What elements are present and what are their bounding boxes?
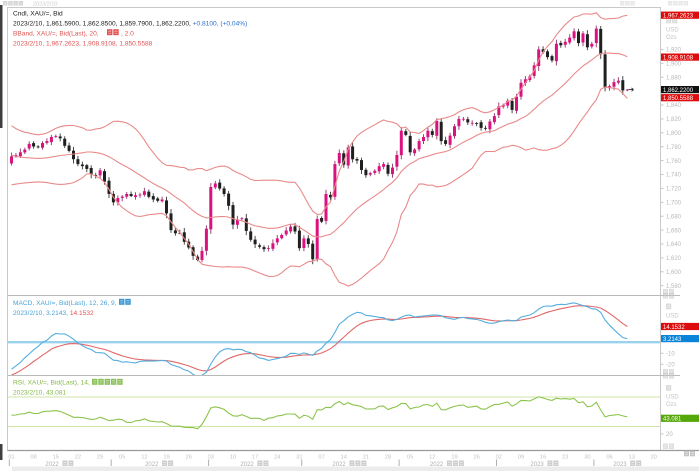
svg-text:1,880: 1,880 [666, 75, 682, 81]
svg-text:1,850.5588: 1,850.5588 [663, 96, 694, 102]
svg-text:2023/2/10: 2023/2/10 [33, 2, 57, 8]
svg-text:, 2.0: , 2.0 [121, 31, 134, 38]
svg-text:28: 28 [385, 455, 391, 461]
svg-text:01: 01 [8, 455, 14, 461]
svg-text:USD: USD [666, 314, 679, 320]
svg-text:10: 10 [230, 455, 236, 461]
svg-text:23: 23 [562, 455, 568, 461]
svg-text:2023: 2023 [613, 462, 627, 468]
svg-text:26: 26 [186, 455, 192, 461]
svg-text:07: 07 [318, 455, 324, 461]
svg-text:2023/2/10, 43.081: 2023/2/10, 43.081 [13, 390, 66, 397]
svg-text:2022: 2022 [45, 462, 59, 468]
svg-text:17: 17 [252, 455, 258, 461]
svg-text:03: 03 [208, 455, 214, 461]
svg-text:1,920: 1,920 [666, 48, 682, 54]
svg-text:-10: -10 [666, 352, 675, 358]
svg-text:Ozs: Ozs [666, 35, 677, 41]
svg-text:43.081: 43.081 [663, 417, 682, 423]
svg-text:12: 12 [429, 455, 435, 461]
svg-text:13: 13 [629, 455, 635, 461]
svg-text:2022: 2022 [145, 462, 159, 468]
svg-text:1,780: 1,780 [666, 145, 682, 151]
svg-text:1,840: 1,840 [666, 103, 682, 109]
svg-text:2023: 2023 [530, 462, 544, 468]
svg-text:1,580: 1,580 [666, 284, 682, 290]
svg-text:RSI, XAU/=, Bid(Last), 14,: RSI, XAU/=, Bid(Last), 14, [13, 380, 90, 387]
svg-text:06: 06 [606, 455, 612, 461]
svg-text:2023/2/10, 3.2143, 14.1532: 2023/2/10, 3.2143, 14.1532 [13, 310, 94, 317]
svg-text:30: 30 [584, 455, 590, 461]
svg-text:1,967.2623: 1,967.2623 [663, 14, 694, 20]
svg-text:1,600: 1,600 [666, 270, 682, 276]
svg-text:31: 31 [296, 455, 302, 461]
svg-text:3.2143: 3.2143 [663, 337, 682, 343]
svg-text:1,900: 1,900 [666, 62, 682, 68]
svg-text:29: 29 [97, 455, 103, 461]
svg-text:1,720: 1,720 [666, 187, 682, 193]
svg-text:1,820: 1,820 [666, 117, 682, 123]
svg-text:08: 08 [30, 455, 36, 461]
svg-text:1,740: 1,740 [666, 173, 682, 179]
svg-text:20: 20 [666, 432, 673, 438]
svg-text:1,660: 1,660 [666, 228, 682, 234]
svg-text:19: 19 [163, 455, 169, 461]
svg-text:16: 16 [540, 455, 546, 461]
svg-text:Cndl, XAU/=, Bid: Cndl, XAU/=, Bid [13, 11, 63, 18]
svg-text:19: 19 [451, 455, 457, 461]
svg-text:-20: -20 [666, 363, 675, 369]
svg-text:09: 09 [518, 455, 524, 461]
svg-text:14.1532: 14.1532 [663, 325, 685, 331]
svg-text:2023/2/10, 1,861.5900, 1,862.8: 2023/2/10, 1,861.5900, 1,862.8500, 1,859… [13, 21, 247, 28]
svg-text:21: 21 [363, 455, 369, 461]
svg-text:20: 20 [651, 455, 657, 461]
svg-text:1,640: 1,640 [666, 242, 682, 248]
svg-text:2022: 2022 [240, 462, 254, 468]
svg-text:05: 05 [407, 455, 413, 461]
svg-text:1,862.2200: 1,862.2200 [663, 88, 694, 94]
svg-text:15: 15 [53, 455, 59, 461]
svg-text:22: 22 [75, 455, 81, 461]
svg-text:1,700: 1,700 [666, 201, 682, 207]
svg-text:26: 26 [473, 455, 479, 461]
svg-text:1,908.9108: 1,908.9108 [663, 55, 694, 61]
svg-text:2023/2/10, 1,967.2623, 1,908.9: 2023/2/10, 1,967.2623, 1,908.9108, 1,850… [13, 41, 153, 48]
svg-text:14: 14 [341, 455, 347, 461]
svg-text:2022: 2022 [332, 462, 346, 468]
svg-text:Ozs: Ozs [666, 402, 677, 408]
svg-text:USD: USD [666, 395, 679, 401]
svg-text:12: 12 [141, 455, 147, 461]
svg-text:MACD, XAU/=, Bid(Last), 12, 26: MACD, XAU/=, Bid(Last), 12, 26, 9, [13, 300, 117, 307]
svg-text:05: 05 [119, 455, 125, 461]
svg-text:USD: USD [666, 28, 679, 34]
svg-text:24: 24 [274, 455, 280, 461]
svg-text:1,800: 1,800 [666, 131, 682, 137]
svg-text:1,620: 1,620 [666, 256, 682, 262]
svg-text:2022: 2022 [430, 462, 444, 468]
svg-text:1,760: 1,760 [666, 159, 682, 165]
svg-text:1,680: 1,680 [666, 214, 682, 220]
svg-text:02: 02 [496, 455, 502, 461]
svg-text:BBand, XAU/=, Bid(Last), 20,: BBand, XAU/=, Bid(Last), 20, [13, 31, 99, 38]
